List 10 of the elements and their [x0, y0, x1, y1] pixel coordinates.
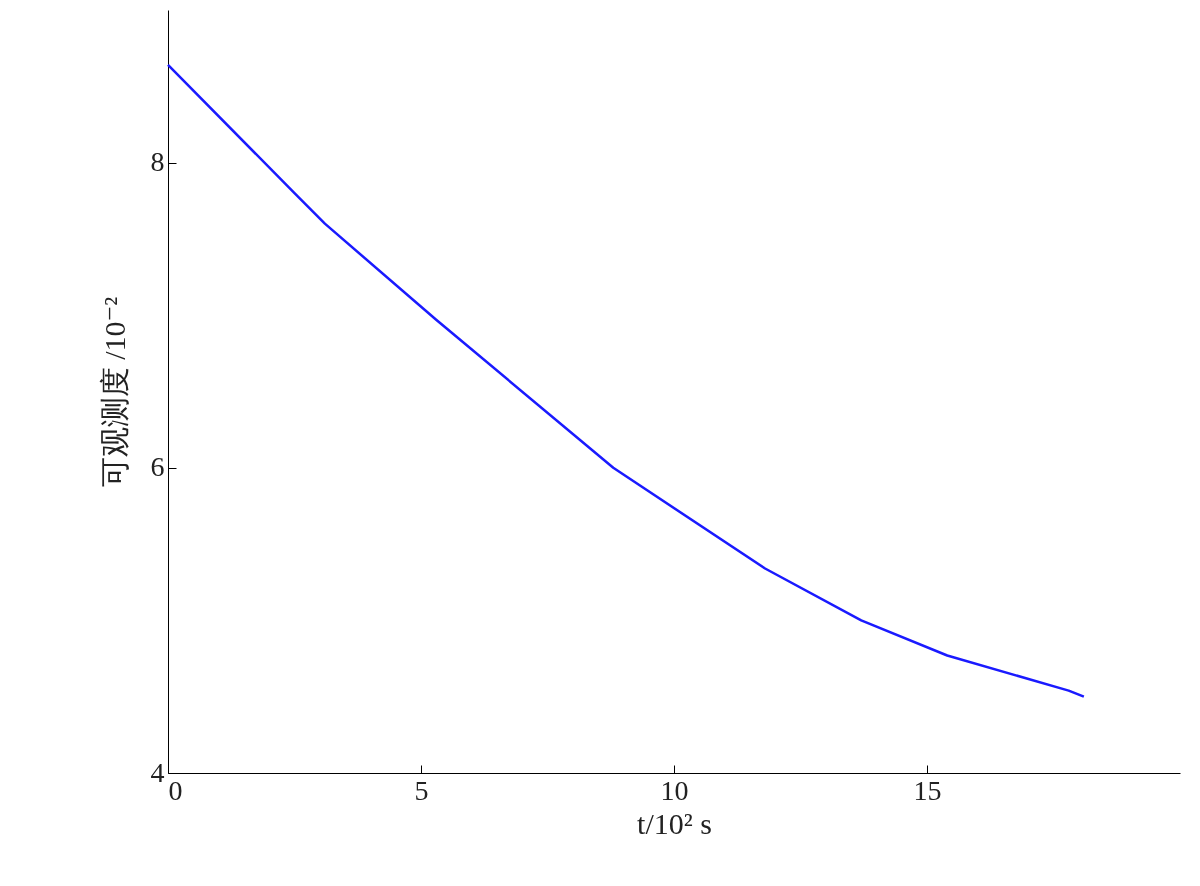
line-series — [166, 63, 1086, 698]
y-tick-label: 8 — [150, 146, 165, 178]
y-tick-label: 6 — [150, 451, 165, 483]
x-tick-label: 10 — [660, 774, 689, 806]
x-tick-label: 5 — [414, 774, 429, 806]
x-axis-title: t/10² s — [637, 806, 712, 840]
x-tick-label: 15 — [913, 774, 942, 806]
y-tick-label: 4 — [150, 756, 165, 788]
y-axis-title: 可观测度 /10⁻² — [97, 296, 131, 488]
x-tick-label: 0 — [168, 774, 183, 806]
